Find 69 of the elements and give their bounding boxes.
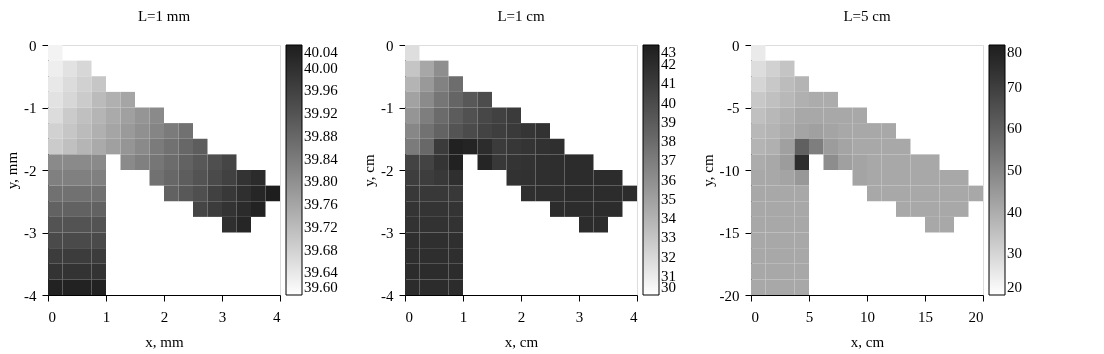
- y-tick-label: -5: [727, 100, 740, 116]
- color-bar-label: 39.88: [304, 127, 338, 144]
- y-axis-title: y, cm: [699, 154, 716, 187]
- y-tick-label: -10: [719, 162, 740, 179]
- color-bar-label: 37: [661, 152, 677, 169]
- color-bar-label: 39.64: [304, 264, 339, 281]
- color-bar-label: 34: [661, 210, 677, 227]
- y-axis-title: y, mm: [4, 151, 20, 190]
- y-tick-label: -4: [24, 287, 37, 304]
- chart-title: L=1 mm: [137, 8, 191, 24]
- color-bar-label: 39.60: [304, 279, 338, 295]
- x-tick-label: 5: [805, 308, 814, 325]
- y-tick-label: -4: [381, 287, 394, 304]
- x-axis-title: x, mm: [145, 333, 184, 350]
- color-bar-label: 39.72: [304, 218, 338, 235]
- color-bar-label: 30: [661, 279, 676, 295]
- x-tick-label: 1: [102, 308, 111, 325]
- color-bar-label: 36: [661, 171, 677, 188]
- y-tick-label: 0: [732, 37, 740, 54]
- color-bar-label: 40: [661, 94, 676, 111]
- x-tick-label: 10: [860, 308, 875, 325]
- color-bar-label: 35: [661, 190, 676, 207]
- color-bar-label: 40: [1007, 203, 1022, 220]
- x-tick-label: 3: [218, 308, 227, 325]
- y-tick-label: 0: [386, 37, 394, 54]
- y-tick-label: -3: [381, 225, 394, 241]
- color-bar-label: 40.00: [304, 59, 338, 76]
- y-tick-label: -2: [381, 162, 394, 179]
- chart-title: L=1 cm: [497, 8, 545, 24]
- x-tick-label: 1: [459, 308, 468, 325]
- color-bar-label: 38: [661, 133, 676, 150]
- color-bar-label: 33: [661, 229, 676, 246]
- y-tick-label: -20: [719, 287, 740, 304]
- x-tick-label: 15: [918, 308, 933, 325]
- x-tick-label: 4: [273, 308, 281, 325]
- color-bar-label: 39.84: [304, 150, 339, 167]
- y-axis-title: y, cm: [361, 154, 377, 187]
- color-bar-label: 39: [661, 113, 676, 130]
- x-axis-title: x, cm: [504, 333, 539, 350]
- x-tick-label: 0: [405, 308, 413, 325]
- color-bar-label: 40.04: [304, 44, 339, 60]
- color-bar-label: 80: [1007, 44, 1022, 60]
- chart-title: L=5 cm: [843, 8, 891, 24]
- y-tick-label: -1: [24, 100, 37, 116]
- x-tick-label: 3: [575, 308, 584, 325]
- x-tick-label: 2: [160, 308, 169, 325]
- color-bar-label: 39.80: [304, 173, 338, 190]
- y-tick-label: 0: [29, 37, 37, 54]
- y-tick-label: -3: [24, 225, 37, 241]
- color-bar-label: 39.76: [304, 196, 339, 213]
- x-tick-label: 0: [48, 308, 56, 325]
- x-tick-label: 4: [630, 308, 638, 325]
- x-tick-label: 20: [968, 308, 984, 325]
- color-bar-label: 39.92: [304, 105, 338, 122]
- y-tick-label: -2: [24, 162, 37, 179]
- color-bar-label: 32: [661, 248, 676, 265]
- x-tick-label: 0: [751, 308, 759, 325]
- x-tick-label: 2: [517, 308, 526, 325]
- color-bar-label: 60: [1007, 120, 1022, 137]
- color-bar-label: 30: [1007, 245, 1022, 262]
- color-bar-label: 41: [661, 75, 676, 92]
- color-bar-label: 39.96: [304, 82, 339, 99]
- y-tick-label: -15: [719, 225, 740, 241]
- color-bar-label: 70: [1007, 78, 1022, 95]
- x-axis-title: x, cm: [850, 333, 885, 350]
- color-bar-label: 39.68: [304, 241, 338, 258]
- color-bar-label: 20: [1007, 279, 1022, 295]
- y-tick-label: -1: [381, 100, 394, 116]
- color-bar-label: 50: [1007, 162, 1022, 178]
